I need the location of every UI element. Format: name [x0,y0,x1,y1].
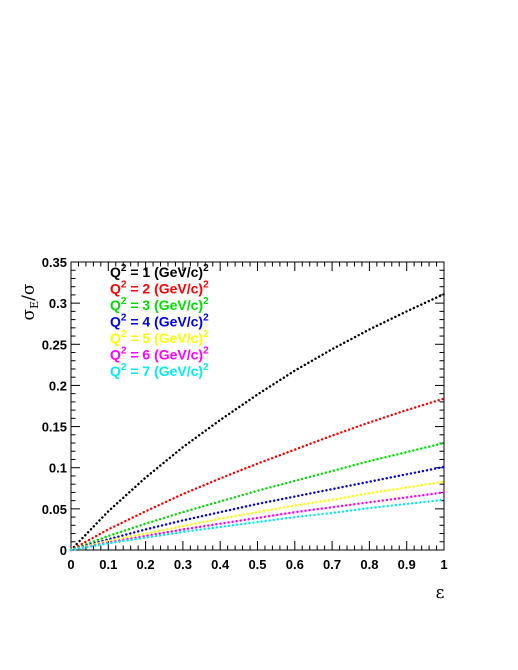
y-label-main: σ [19,308,39,320]
x-tick-label: 0.4 [211,557,230,572]
series-line [69,480,446,552]
x-tick-label: 0.5 [248,557,266,572]
y-tick-label: 0.25 [42,337,67,352]
x-tick-label: 0 [67,557,74,572]
y-tick-label: 0.1 [49,461,67,476]
y-tick-label: 0.05 [42,502,67,517]
y-tick-label: 0.2 [49,378,67,393]
x-axis-label: ε [436,583,445,603]
legend-entry: Q2 = 1 (GeV/c)2 [110,263,209,280]
x-tick-label: 0.8 [360,557,378,572]
y-axis-label: σE/σ [19,283,41,320]
x-tick-label: 0.2 [137,557,155,572]
legend-entry: Q2 = 7 (GeV/c)2 [110,362,209,379]
svg-text:σE/σ: σE/σ [19,283,41,320]
legend: Q2 = 1 (GeV/c)2Q2 = 2 (GeV/c)2Q2 = 3 (Ge… [110,263,209,379]
series-layer [69,292,446,552]
legend-entry: Q2 = 3 (GeV/c)2 [110,296,209,313]
x-tick-label: 0.9 [398,557,416,572]
legend-entry: Q2 = 5 (GeV/c)2 [110,329,209,346]
legend-entry: Q2 = 6 (GeV/c)2 [110,346,209,363]
x-tick-label: 0.3 [174,557,192,572]
y-tick-label: 0.15 [42,420,67,435]
x-tick-label: 0.7 [323,557,341,572]
legend-entry: Q2 = 4 (GeV/c)2 [110,313,209,330]
series-line [69,397,446,552]
x-tick-label: 0.6 [286,557,304,572]
y-tick-label: 0.3 [49,296,67,311]
y-tick-label: 0.35 [42,255,67,270]
legend-entry: Q2 = 2 (GeV/c)2 [110,280,209,297]
series-line [69,292,446,552]
y-label-sub: E [28,301,41,309]
x-tick-label: 0.1 [99,557,117,572]
y-tick-label: 0 [60,543,67,558]
x-tick-label: 1 [440,557,447,572]
x-axis: 0 0.1 0.2 0.3 0.4 0.5 0.6 0.7 0.8 0.9 1 [67,262,448,572]
y-label-tail: /σ [19,283,39,301]
y-axis: 0 0.05 0.1 0.15 0.2 0.25 0.3 0.35 [42,255,444,558]
